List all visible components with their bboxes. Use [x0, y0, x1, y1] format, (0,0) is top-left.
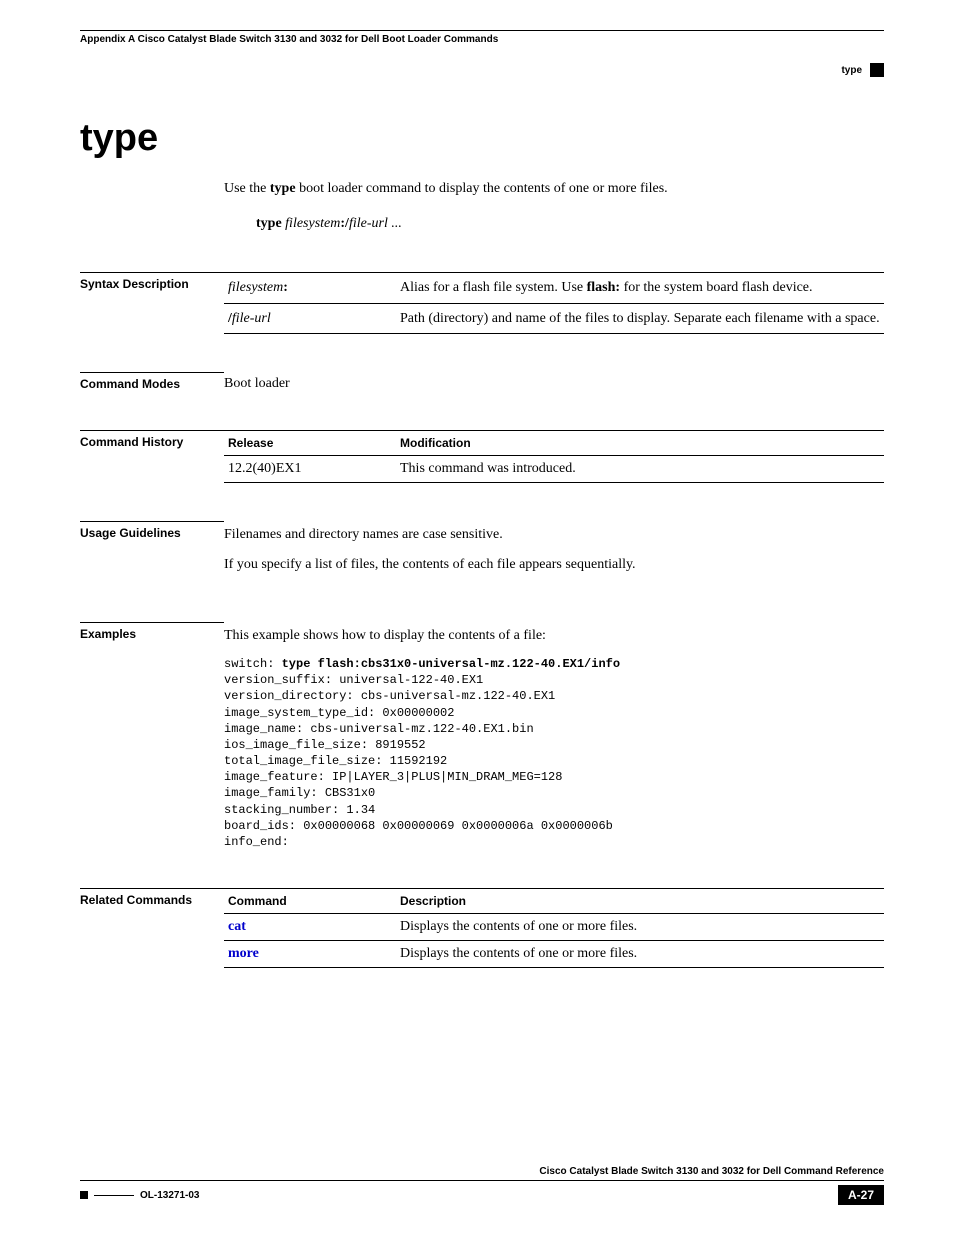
- table-row: cat Displays the contents of one or more…: [224, 914, 884, 941]
- table-header-row: Release Modification: [224, 431, 884, 456]
- intro-description: Use the type boot loader command to disp…: [224, 178, 884, 199]
- intro-text: Use the: [224, 181, 270, 196]
- intro-bold: type: [270, 181, 296, 196]
- syntax-description-section: Syntax Description filesystem: Alias for…: [80, 272, 884, 334]
- related-cmd-link[interactable]: more: [228, 946, 259, 961]
- syntax-usage: type filesystem:/file-url ...: [256, 213, 884, 234]
- table-row: filesystem: Alias for a flash file syste…: [224, 273, 884, 304]
- command-modes-section: Command Modes Boot loader: [80, 372, 884, 392]
- col-modification: Modification: [396, 431, 884, 456]
- table-row: 12.2(40)EX1 This command was introduced.: [224, 456, 884, 483]
- syntax-cmd: type: [256, 216, 282, 231]
- syntax-arg1: filesystem: [282, 216, 341, 231]
- col-command: Command: [224, 889, 396, 914]
- modes-text: Boot loader: [224, 372, 884, 392]
- page-title: type: [80, 117, 884, 160]
- related-table: Command Description cat Displays the con…: [224, 888, 884, 968]
- modification-value: This command was introduced.: [396, 456, 884, 483]
- syntax-arg2: file-url ...: [349, 216, 402, 231]
- param-desc-2: for the system board flash device.: [620, 280, 812, 295]
- table-header-row: Command Description: [224, 889, 884, 914]
- history-table: Release Modification 12.2(40)EX1 This co…: [224, 430, 884, 483]
- syntax-table: filesystem: Alias for a flash file syste…: [224, 272, 884, 334]
- section-label: Command Modes: [80, 372, 224, 392]
- param-desc-bold: flash:: [587, 280, 620, 295]
- header-command-name: type: [841, 65, 862, 76]
- table-row: more Displays the contents of one or mor…: [224, 941, 884, 968]
- usage-guidelines-section: Usage Guidelines Filenames and directory…: [80, 521, 884, 584]
- col-description: Description: [396, 889, 884, 914]
- release-value: 12.2(40)EX1: [224, 456, 396, 483]
- related-commands-section: Related Commands Command Description cat…: [80, 888, 884, 968]
- col-release: Release: [224, 431, 396, 456]
- section-label: Usage Guidelines: [80, 521, 224, 584]
- header-right: type: [80, 63, 884, 77]
- param-name: filesystem: [228, 280, 283, 295]
- param-desc: Path (directory) and name of the files t…: [396, 303, 884, 334]
- examples-section: Examples This example shows how to displ…: [80, 622, 884, 850]
- related-desc: Displays the contents of one or more fil…: [396, 941, 884, 968]
- footer-left: OL-13271-03: [80, 1190, 199, 1201]
- param-suffix: :: [283, 280, 288, 295]
- footer-line: [94, 1195, 134, 1196]
- page-footer: Cisco Catalyst Blade Switch 3130 and 303…: [80, 1166, 884, 1205]
- related-desc: Displays the contents of one or more fil…: [396, 914, 884, 941]
- param-desc: Alias for a flash file system. Use: [400, 280, 587, 295]
- footer-doc-title: Cisco Catalyst Blade Switch 3130 and 303…: [80, 1166, 884, 1181]
- header-marker-icon: [870, 63, 884, 77]
- usage-text-2: If you specify a list of files, the cont…: [224, 555, 884, 575]
- usage-text-1: Filenames and directory names are case s…: [224, 525, 884, 545]
- intro: Use the type boot loader command to disp…: [224, 178, 884, 234]
- section-label: Command History: [80, 430, 224, 483]
- param-name: file-url: [232, 311, 271, 326]
- section-label: Syntax Description: [80, 272, 224, 334]
- syntax-sep: :/: [340, 216, 349, 231]
- page-number-badge: A-27: [838, 1185, 884, 1205]
- code-block: switch: type flash:cbs31x0-universal-mz.…: [224, 656, 884, 850]
- related-cmd-link[interactable]: cat: [228, 919, 246, 934]
- command-history-section: Command History Release Modification 12.…: [80, 430, 884, 483]
- section-label: Related Commands: [80, 888, 224, 968]
- example-intro: This example shows how to display the co…: [224, 626, 884, 646]
- code-prompt: switch:: [224, 657, 282, 671]
- code-output: version_suffix: universal-122-40.EX1 ver…: [224, 673, 613, 849]
- table-row: /file-url Path (directory) and name of t…: [224, 303, 884, 334]
- code-command: type flash:cbs31x0-universal-mz.122-40.E…: [282, 657, 620, 671]
- intro-text-2: boot loader command to display the conte…: [296, 181, 668, 196]
- footer-marker-icon: [80, 1191, 88, 1199]
- appendix-header: Appendix A Cisco Catalyst Blade Switch 3…: [80, 30, 884, 45]
- footer-doc-id: OL-13271-03: [140, 1190, 199, 1201]
- section-label: Examples: [80, 622, 224, 850]
